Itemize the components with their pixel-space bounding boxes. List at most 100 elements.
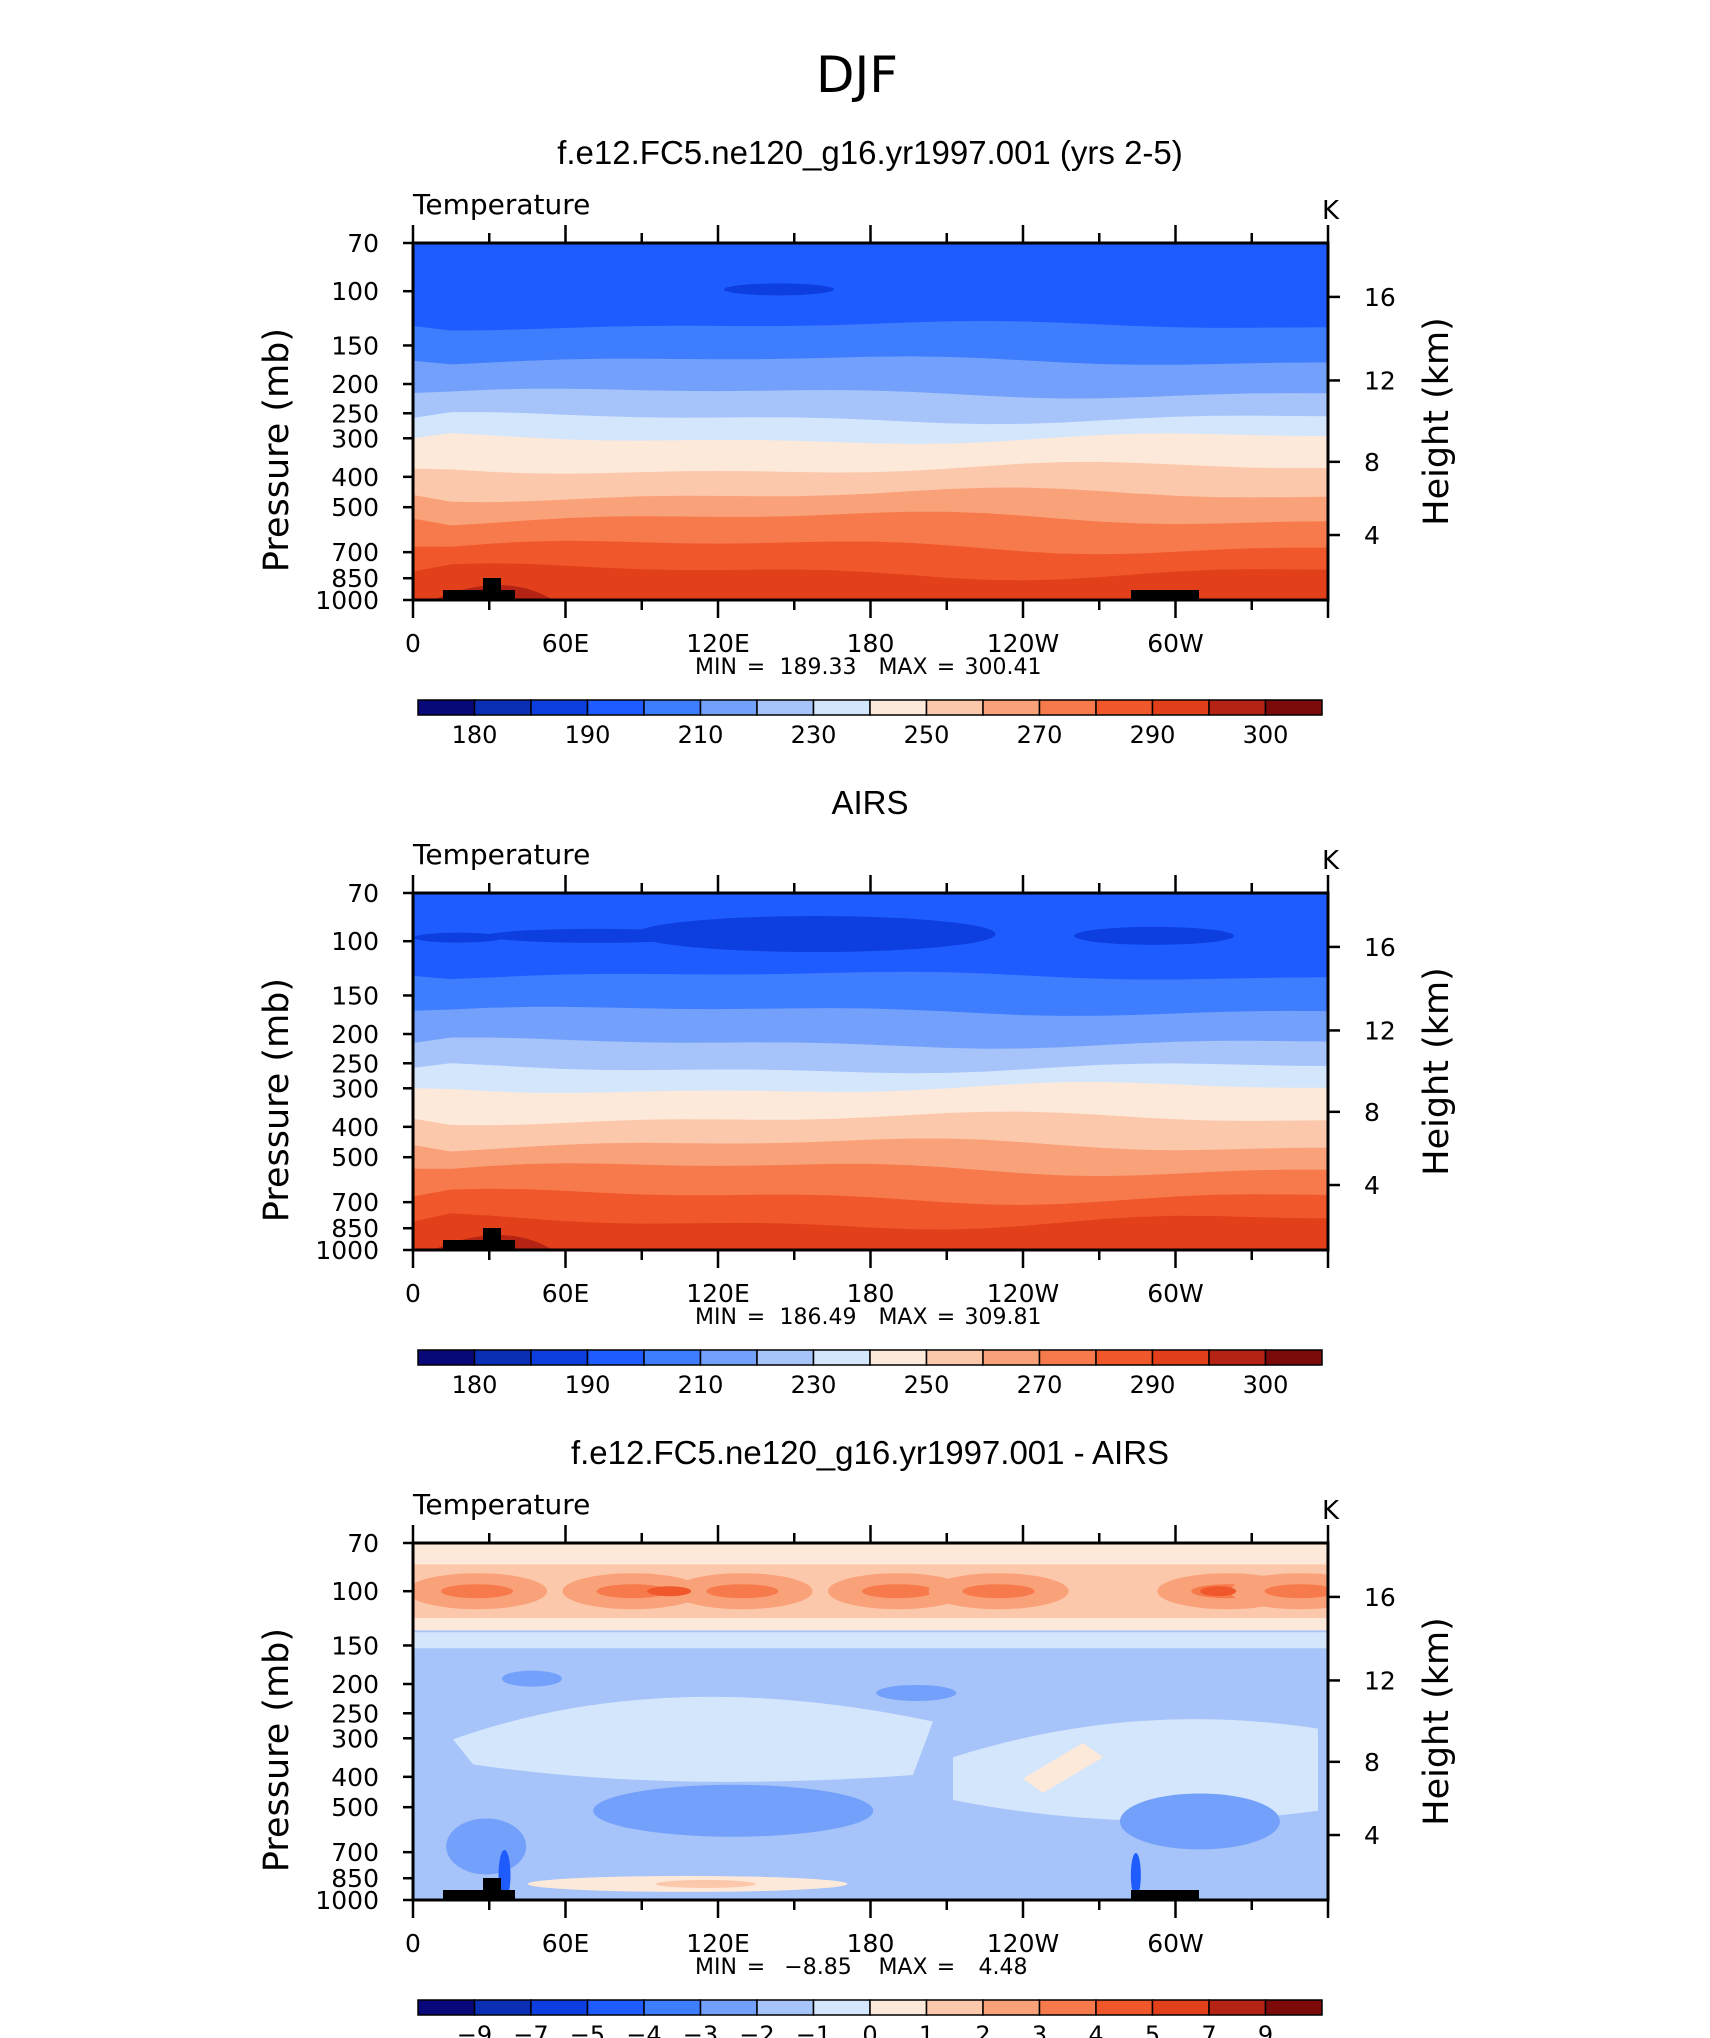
panel-title: AIRS: [831, 784, 908, 821]
y2-axis: 16 12 8 4 Height (km): [1328, 283, 1457, 550]
y-tick-label: 700: [331, 538, 379, 567]
colorbar-swatch: [586, 1999, 645, 2016]
min-value: 186.49: [780, 1305, 857, 1330]
max-label: MAX: [878, 655, 927, 680]
colorbar-swatch: [925, 1349, 984, 1366]
colorbar-swatch: [643, 1349, 702, 1366]
topography-block: [443, 1890, 515, 1900]
y2-tick-label: 4: [1364, 1171, 1380, 1200]
contour-cold-core: [1074, 926, 1235, 945]
x-tick-label: 180: [847, 629, 895, 658]
y-tick-label: 850: [331, 1864, 379, 1893]
y-tick-label: 400: [331, 1763, 379, 1792]
x-tick-label: 60W: [1147, 1929, 1204, 1958]
colorbar-swatch: [869, 1349, 928, 1366]
panel-title: f.e12.FC5.ne120_g16.yr1997.001 - AIRS: [571, 1434, 1169, 1471]
x-tick-label: 0: [405, 1929, 421, 1958]
x-tick-label: 60E: [542, 1279, 590, 1308]
max-label: MAX: [878, 1305, 927, 1330]
y2-tick-label: 8: [1364, 1748, 1380, 1777]
colorbar-swatch: [586, 699, 645, 716]
colorbar: −9 −7 −5 −4 −3 −2 −1 0 1 2 3 4 5 7 9: [417, 1999, 1323, 2038]
colorbar-swatch: [982, 1349, 1041, 1366]
colorbar-label: −9: [457, 2021, 492, 2038]
min-max-readout: MIN = 189.33 MAX = 300.41: [695, 655, 1041, 680]
colorbar-swatch: [586, 1349, 645, 1366]
max-value: 4.48: [979, 1955, 1028, 1980]
y2-tick-label: 12: [1364, 366, 1396, 395]
colorbar-label: 230: [791, 721, 837, 749]
topography-block: [1131, 590, 1199, 600]
panel-subtitle: Temperature: [412, 1488, 590, 1521]
colorbar-label: 300: [1243, 1371, 1289, 1399]
y-tick-label: 500: [331, 1143, 379, 1172]
contour-band: [413, 1213, 1328, 1250]
colorbar-swatch: [699, 1999, 758, 2016]
colorbar-swatch: [1208, 1999, 1267, 2016]
contour-region: [453, 1696, 933, 1782]
colorbar-label: −5: [570, 2021, 605, 2038]
colorbar-label: 3: [1032, 2021, 1047, 2038]
contour-cold-region: [501, 1670, 562, 1687]
x-tick-label: 120E: [686, 1929, 750, 1958]
contour-warm-streak: [655, 1879, 756, 1888]
y-tick-label: 850: [331, 564, 379, 593]
contour-warm-cell: [962, 1584, 1035, 1599]
topography-block: [1131, 1890, 1199, 1900]
x-tick-label: 180: [847, 1929, 895, 1958]
topography-block: [443, 590, 515, 600]
colorbar: 180 190 210 230 250 270 290 300: [417, 1349, 1323, 1399]
x-tick-label: 60W: [1147, 1279, 1204, 1308]
colorbar-swatch: [756, 1349, 815, 1366]
y-tick-label: 250: [331, 1049, 379, 1078]
topography: [443, 1228, 515, 1250]
colorbar-swatch: [699, 699, 758, 716]
colorbar-swatch: [1264, 1999, 1323, 2016]
units-label: K: [1322, 1496, 1340, 1526]
colorbar-label: 2: [975, 2021, 990, 2038]
contour-warm-core: [1200, 1586, 1237, 1597]
colorbar-swatch: [1208, 699, 1267, 716]
units-label: K: [1322, 846, 1340, 876]
y-tick-label: 500: [331, 1793, 379, 1822]
colorbar-label: 7: [1201, 2021, 1216, 2038]
y2-axis-label: Height (km): [1417, 317, 1457, 526]
contour-warm-cell: [441, 1584, 514, 1599]
x-tick-label: 60E: [542, 1929, 590, 1958]
max-equals: =: [937, 1305, 955, 1330]
y-axis-label: Pressure (mb): [257, 1628, 297, 1872]
colorbar-swatch: [812, 699, 871, 716]
y-tick-label: 250: [331, 1699, 379, 1728]
colorbar-label: 180: [452, 1371, 498, 1399]
colorbar-label: 270: [1017, 721, 1063, 749]
min-value: −8.85: [784, 1955, 851, 1980]
colorbar-swatch: [1038, 1349, 1097, 1366]
colorbar-swatch: [417, 1349, 476, 1366]
colorbar-swatch: [869, 699, 928, 716]
colorbar-label: 250: [904, 721, 950, 749]
contour-region: [1023, 1742, 1103, 1793]
panel-title: f.e12.FC5.ne120_g16.yr1997.001 (yrs 2-5): [557, 134, 1183, 171]
colorbar-swatch: [1208, 1349, 1267, 1366]
contour-band: [413, 563, 1328, 600]
contour-warm-cell: [706, 1584, 779, 1599]
colorbar-swatch: [925, 699, 984, 716]
colorbar-swatch: [1038, 699, 1097, 716]
max-equals: =: [937, 1955, 955, 1980]
y-tick-label: 250: [331, 399, 379, 428]
colorbar-label: 1: [919, 2021, 934, 2038]
x-tick-label: 60E: [542, 629, 590, 658]
y-tick-label: 700: [331, 1838, 379, 1867]
contour-cold-core: [413, 932, 504, 943]
min-equals: =: [747, 655, 765, 680]
colorbar-swatch: [643, 1999, 702, 2016]
panel-difference: f.e12.FC5.ne120_g16.yr1997.001 - AIRS Tem…: [257, 1434, 1457, 2038]
colorbar-label: 180: [452, 721, 498, 749]
x-tick-label: 120W: [987, 1929, 1059, 1958]
y-tick-label: 200: [331, 1670, 379, 1699]
y-tick-label: 400: [331, 1113, 379, 1142]
colorbar-label: 290: [1130, 1371, 1176, 1399]
contour-warm-cell: [596, 1584, 669, 1599]
